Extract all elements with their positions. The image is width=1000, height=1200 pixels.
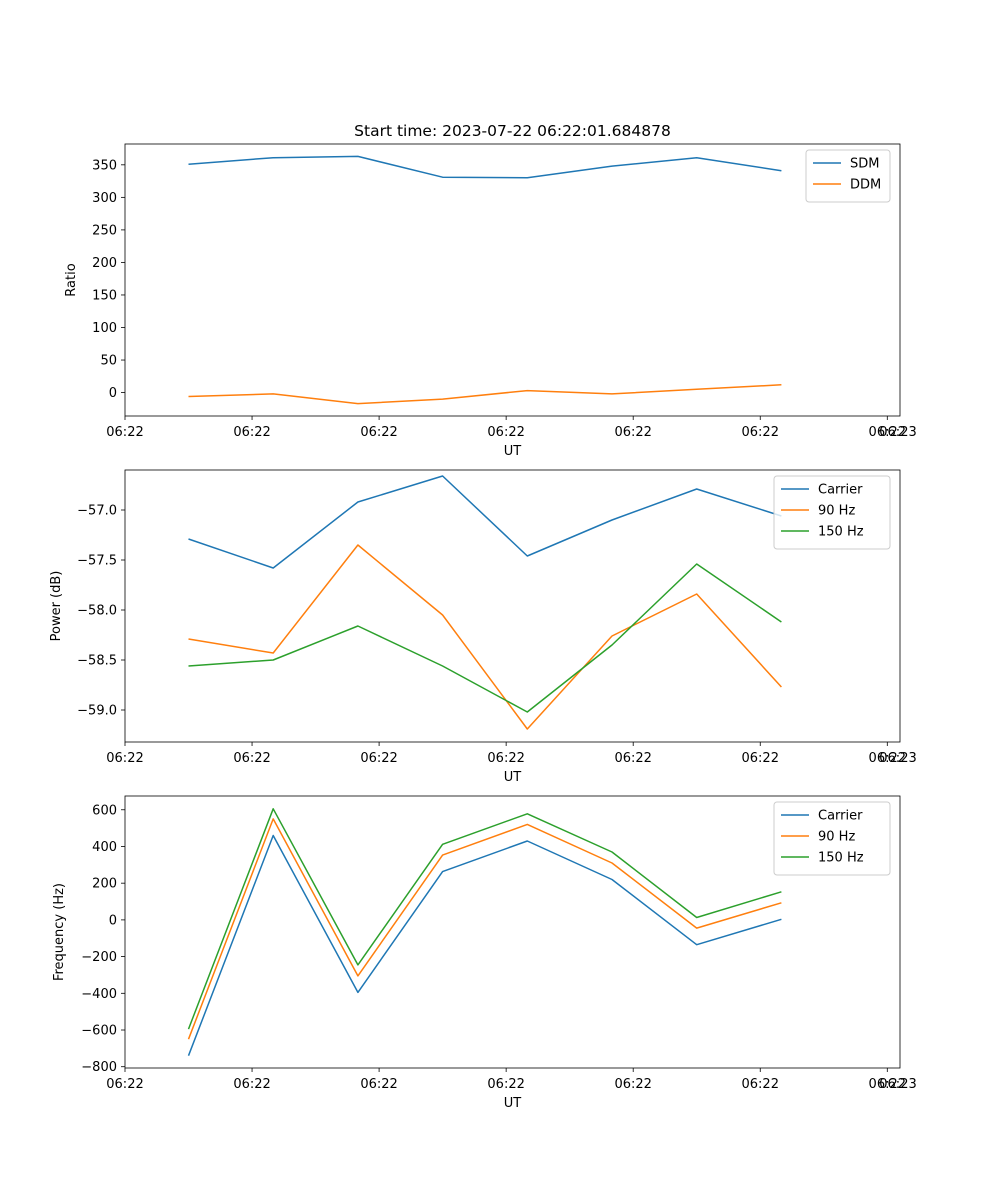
y-tick-label: 0: [109, 913, 117, 928]
chart-panel-2: 06:22 06:22 06:22 06:22 06:22 06:22 06:2206:23…: [49, 469, 917, 785]
y-tick-label: 100: [92, 321, 117, 336]
x-tick-label: 06:22: [742, 425, 779, 440]
x-tick-label: 06:22: [614, 1077, 651, 1092]
legend-label: 90 Hz: [818, 830, 855, 845]
y-tick-label: −800: [81, 1060, 117, 1075]
chart-title: Start time: 2023-07-22 06:22:01.684878: [354, 122, 671, 140]
series-line-90-hz: [187, 818, 782, 1040]
x-tick-label: 06:22: [742, 751, 779, 766]
x-tick-label: 06:23: [879, 425, 916, 440]
x-tick-label: 06:22: [742, 1077, 779, 1092]
legend-label: Carrier: [818, 809, 863, 824]
x-tick-label: 06:22: [106, 751, 143, 766]
y-axis-label: Power (dB): [49, 571, 64, 642]
legend-label: DDM: [850, 178, 881, 193]
axes-frame: [124, 143, 901, 417]
axes-frame: [124, 469, 901, 743]
series-line-150-hz: [187, 808, 782, 1030]
x-tick-label: 06:22: [614, 425, 651, 440]
x-tick-label: 06:22: [869, 751, 906, 766]
chart-panel-3: 06:22 06:22 06:22 06:22 06:22 06:22 06:2206:23…: [52, 795, 917, 1111]
x-axis-label: UT: [504, 1096, 522, 1111]
x-tick-label: 06:22: [487, 751, 524, 766]
x-axis-label: UT: [504, 444, 522, 459]
x-tick-label: 06:22: [360, 425, 397, 440]
y-tick-label: −600: [81, 1024, 117, 1039]
y-tick-label: −58.5: [77, 654, 117, 669]
y-tick-label: 200: [92, 877, 117, 892]
y-tick-label: −57.0: [77, 504, 117, 519]
x-tick-label: 06:22: [233, 1077, 270, 1092]
y-tick-label: 150: [92, 288, 117, 303]
y-tick-label: 600: [92, 803, 117, 818]
legend: SDM DDM: [805, 149, 891, 203]
y-tick-label: 0: [109, 386, 117, 401]
y-tick-label: 50: [100, 354, 117, 369]
axes-frame: [124, 795, 901, 1069]
x-tick-label: 06:22: [487, 425, 524, 440]
series-line-150-hz: [188, 563, 782, 713]
series-line-ddm: [188, 384, 782, 405]
x-tick-label: 06:22: [360, 751, 397, 766]
y-tick-label: −200: [81, 950, 117, 965]
x-tick-label: 06:22: [106, 425, 143, 440]
legend-label: 150 Hz: [818, 525, 864, 540]
y-tick-label: 350: [92, 158, 117, 173]
series-line-90-hz: [188, 544, 782, 730]
y-tick-label: 250: [92, 223, 117, 238]
x-tick-label: 06:22: [869, 1077, 906, 1092]
x-tick-label: 06:22: [106, 1077, 143, 1092]
legend: Carrier 90 Hz 150 Hz: [773, 801, 891, 876]
y-tick-label: −400: [81, 987, 117, 1002]
legend-label: Carrier: [818, 483, 863, 498]
x-tick-label: 06:22: [614, 751, 651, 766]
series-line-carrier: [188, 475, 782, 569]
x-tick-label: 06:23: [879, 751, 916, 766]
series-line-sdm: [188, 155, 782, 179]
x-tick-label: 06:23: [879, 1077, 916, 1092]
x-tick-label: 06:22: [869, 425, 906, 440]
legend-label: 150 Hz: [818, 851, 864, 866]
x-tick-label: 06:22: [360, 1077, 397, 1092]
legend-label: SDM: [850, 157, 879, 172]
x-tick-label: 06:22: [233, 425, 270, 440]
y-tick-label: −58.0: [77, 604, 117, 619]
x-tick-label: 06:22: [233, 751, 270, 766]
x-tick-label: 06:22: [487, 1077, 524, 1092]
chart-panel-1: 06:22 06:22 06:22 06:22 06:22 06:22 06:2206:23…: [64, 122, 917, 459]
legend-label: 90 Hz: [818, 504, 855, 519]
y-axis-label: Ratio: [64, 263, 79, 296]
y-tick-label: 300: [92, 191, 117, 206]
series-line-carrier: [187, 834, 782, 1056]
y-tick-label: 400: [92, 840, 117, 855]
y-tick-label: −59.0: [77, 704, 117, 719]
x-axis-label: UT: [504, 770, 522, 785]
y-tick-label: 200: [92, 256, 117, 271]
legend: Carrier 90 Hz 150 Hz: [773, 475, 891, 550]
y-tick-label: −57.5: [77, 554, 117, 569]
y-axis-label: Frequency (Hz): [52, 883, 67, 981]
